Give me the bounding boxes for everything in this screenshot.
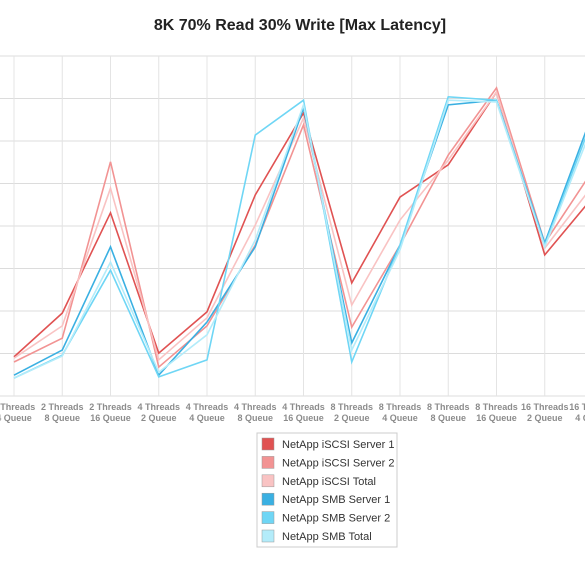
x-tick-label: 8 Threads [475, 402, 518, 412]
legend-label: NetApp SMB Total [282, 531, 372, 543]
legend-swatch [261, 492, 275, 506]
x-tick-label: 2 Threads [41, 402, 84, 412]
x-tick-label: 4 Threads [137, 402, 180, 412]
x-tick-label: 16 Threads [569, 402, 585, 412]
x-tick-label: 8 Threads [330, 402, 373, 412]
series-line [13, 95, 585, 379]
legend-label: NetApp SMB Server 2 [282, 513, 390, 525]
legend-swatch [261, 437, 275, 451]
x-tick-label: 4 Queue [189, 413, 225, 423]
series-line [13, 99, 585, 379]
legend-label: NetApp iSCSI Server 2 [282, 457, 395, 469]
x-tick-label: 2 Queue [527, 413, 563, 423]
legend-swatch [261, 529, 275, 543]
x-tick-label: 8 Threads [427, 402, 470, 412]
legend-label: NetApp iSCSI Server 1 [282, 439, 395, 451]
x-tick-label: 4 Queue [382, 413, 418, 423]
x-tick-label: 4 Threads [186, 402, 229, 412]
x-tick-label: 2 Threads [89, 402, 132, 412]
series-line [13, 86, 585, 369]
x-tick-label: 4 Queue [0, 413, 32, 423]
series-line [13, 90, 585, 362]
x-tick-label: 4 Queue [575, 413, 585, 423]
legend-box [256, 432, 398, 548]
x-tick-label: 4 Threads [282, 402, 325, 412]
x-tick-label: 16 Queue [476, 413, 517, 423]
x-tick-label: 4 Threads [234, 402, 277, 412]
x-tick-label: 2 Threads [0, 402, 35, 412]
x-tick-label: 8 Queue [430, 413, 466, 423]
x-tick-label: 2 Queue [141, 413, 177, 423]
legend-label: NetApp SMB Server 1 [282, 494, 390, 506]
x-tick-label: 8 Queue [237, 413, 273, 423]
x-tick-label: 16 Threads [521, 402, 569, 412]
x-tick-label: 16 Queue [283, 413, 324, 423]
x-tick-label: 8 Queue [44, 413, 80, 423]
x-tick-label: 16 Queue [90, 413, 131, 423]
chart-title: 8K 70% Read 30% Write [Max Latency] [154, 17, 446, 34]
x-tick-label: 8 Threads [379, 402, 422, 412]
series-line [13, 90, 585, 358]
legend-label: NetApp iSCSI Total [282, 476, 376, 488]
legend-swatch [261, 511, 275, 524]
legend-swatch [261, 474, 275, 488]
x-tick-label: 2 Queue [334, 413, 370, 423]
legend-swatch [261, 456, 275, 469]
